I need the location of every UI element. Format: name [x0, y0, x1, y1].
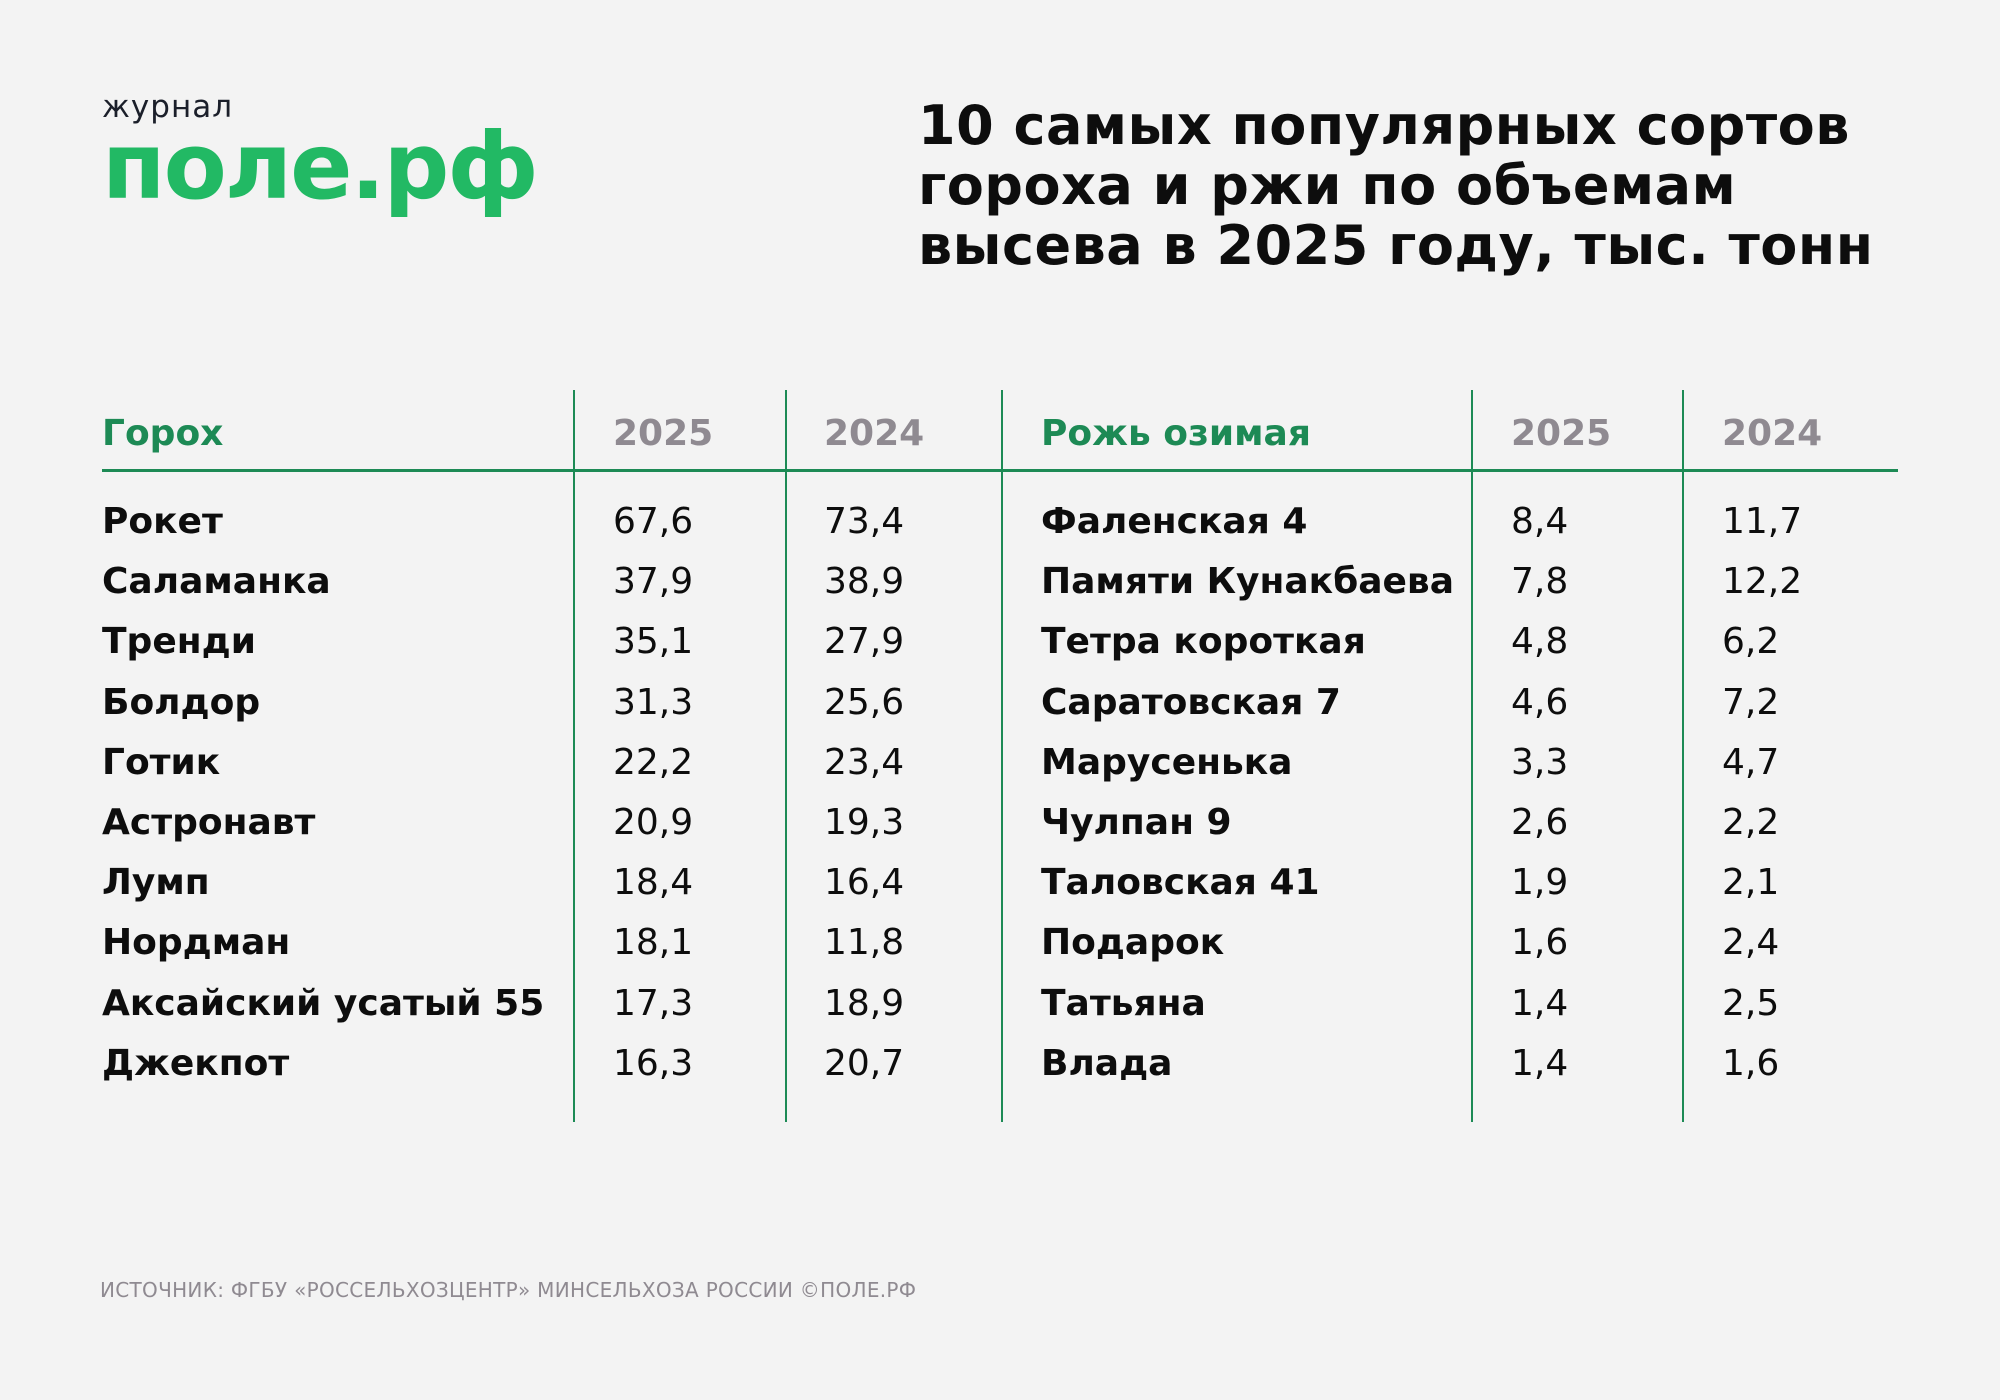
column-divider	[785, 390, 787, 1122]
peas-variety-name: Болдор	[102, 681, 261, 723]
peas-value-2025: 18,1	[613, 922, 694, 964]
table-row: Готик 22,2 23,4 Марусенька 3,3 4,7	[102, 741, 1898, 801]
rye-value-2024: 6,2	[1722, 621, 1780, 663]
rye-value-2024: 4,7	[1722, 741, 1780, 783]
rye-value-2025: 1,6	[1511, 922, 1569, 964]
rye-value-2025: 4,6	[1511, 681, 1569, 723]
rye-value-2025: 4,8	[1511, 621, 1569, 663]
rye-col-2024: 2024	[1722, 413, 1823, 454]
source-note: ИСТОЧНИК: ФГБУ «РОССЕЛЬХОЗЦЕНТР» МИНСЕЛЬ…	[100, 1278, 917, 1302]
peas-variety-name: Рокет	[102, 501, 223, 542]
column-divider	[573, 390, 575, 1122]
rye-value-2024: 2,4	[1722, 922, 1780, 964]
table-row: Нордман 18,1 11,8 Подарок 1,6 2,4	[102, 921, 1898, 981]
peas-variety-name: Тренди	[102, 621, 256, 663]
rye-value-2025: 2,6	[1511, 802, 1569, 843]
peas-value-2024: 73,4	[824, 501, 905, 542]
peas-value-2025: 31,3	[613, 681, 694, 723]
table-row: Тренди 35,1 27,9 Тетра короткая 4,8 6,2	[102, 620, 1898, 680]
rye-header: Рожь озимая	[1041, 413, 1311, 454]
rye-value-2025: 1,9	[1511, 862, 1569, 904]
rye-value-2024: 2,1	[1722, 862, 1780, 904]
varieties-table: Горох 2025 2024 Рожь озимая 2025 2024 Ро…	[102, 390, 1898, 1122]
peas-value-2024: 23,4	[824, 741, 905, 783]
peas-value-2025: 20,9	[613, 802, 694, 843]
rye-variety-name: Марусенька	[1041, 741, 1293, 783]
peas-value-2025: 35,1	[613, 621, 694, 663]
peas-value-2025: 16,3	[613, 1042, 694, 1084]
peas-value-2024: 11,8	[824, 922, 905, 964]
peas-value-2025: 22,2	[613, 741, 694, 783]
logo-journal-label: журнал	[102, 89, 234, 125]
peas-value-2024: 18,9	[824, 982, 905, 1024]
peas-variety-name: Лумп	[102, 862, 210, 904]
peas-value-2024: 38,9	[824, 561, 905, 603]
table-row: Астронавт 20,9 19,3 Чулпан 9 2,6 2,2	[102, 801, 1898, 861]
rye-value-2025: 8,4	[1511, 501, 1569, 542]
rye-variety-name: Татьяна	[1041, 982, 1206, 1024]
peas-value-2024: 25,6	[824, 681, 905, 723]
peas-variety-name: Джекпот	[102, 1042, 290, 1084]
peas-value-2024: 20,7	[824, 1042, 905, 1084]
rye-col-2025: 2025	[1511, 413, 1612, 454]
rye-value-2024: 12,2	[1722, 561, 1803, 603]
rye-value-2024: 1,6	[1722, 1042, 1780, 1084]
rye-value-2024: 7,2	[1722, 681, 1780, 723]
rye-variety-name: Подарок	[1041, 922, 1225, 964]
rye-variety-name: Памяти Кунакбаева	[1041, 561, 1454, 603]
table-row: Саламанка 37,9 38,9 Памяти Кунакбаева 7,8 12,…	[102, 560, 1898, 620]
peas-variety-name: Нордман	[102, 922, 291, 964]
logo: журнал поле.рф	[102, 89, 539, 220]
peas-value-2025: 18,4	[613, 862, 694, 904]
rye-variety-name: Саратовская 7	[1041, 681, 1341, 723]
rye-value-2025: 1,4	[1511, 982, 1569, 1024]
page-title: 10 самых популярных сортов гороха и ржи …	[918, 94, 1874, 277]
peas-value-2025: 17,3	[613, 982, 694, 1024]
peas-variety-name: Саламанка	[102, 561, 331, 603]
table-row: Лумп 18,4 16,4 Таловская 41 1,9 2,1	[102, 861, 1898, 921]
rye-value-2024: 11,7	[1722, 501, 1803, 542]
rye-variety-name: Тетра короткая	[1041, 621, 1366, 663]
peas-variety-name: Аксайский усатый 55	[102, 982, 545, 1024]
rye-value-2025: 7,8	[1511, 561, 1569, 603]
column-divider	[1471, 390, 1473, 1122]
peas-value-2024: 19,3	[824, 802, 905, 843]
rye-value-2025: 1,4	[1511, 1042, 1569, 1084]
table-row: Болдор 31,3 25,6 Саратовская 7 4,6 7,2	[102, 681, 1898, 741]
peas-value-2024: 27,9	[824, 621, 905, 663]
rye-value-2025: 3,3	[1511, 741, 1569, 783]
logo-wordmark: поле.рф	[102, 113, 539, 220]
table-row: Рокет 67,6 73,4 Фаленская 4 8,4 11,7	[102, 500, 1898, 560]
table-row: Джекпот 16,3 20,7 Влада 1,4 1,6	[102, 1042, 1898, 1102]
rye-variety-name: Таловская 41	[1041, 862, 1320, 904]
rye-variety-name: Влада	[1041, 1042, 1173, 1084]
peas-variety-name: Готик	[102, 741, 221, 783]
peas-value-2025: 67,6	[613, 501, 694, 542]
peas-col-2025: 2025	[613, 413, 714, 454]
rye-variety-name: Фаленская 4	[1041, 501, 1308, 542]
header-divider	[102, 469, 1898, 472]
rye-variety-name: Чулпан 9	[1041, 802, 1232, 843]
peas-col-2024: 2024	[824, 413, 925, 454]
table-row: Аксайский усатый 55 17,3 18,9 Татьяна 1,4 2,5	[102, 982, 1898, 1042]
column-divider	[1682, 390, 1684, 1122]
column-divider	[1001, 390, 1003, 1122]
rye-value-2024: 2,5	[1722, 982, 1780, 1024]
peas-value-2025: 37,9	[613, 561, 694, 603]
peas-value-2024: 16,4	[824, 862, 905, 904]
peas-header: Горох	[102, 413, 224, 454]
peas-variety-name: Астронавт	[102, 802, 316, 843]
rye-value-2024: 2,2	[1722, 802, 1780, 843]
